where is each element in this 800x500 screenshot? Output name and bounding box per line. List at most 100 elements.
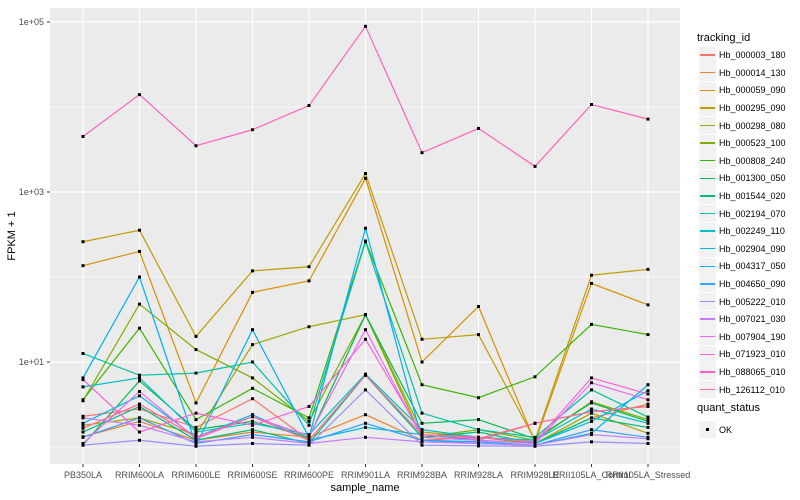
legend-key <box>699 152 716 170</box>
legend-key-line <box>700 54 715 56</box>
data-point-marker <box>420 435 424 439</box>
x-axis-title: sample_name <box>330 482 400 494</box>
legend-item-label: Hb_004317_050 <box>719 261 786 272</box>
x-tick-label: PB350LA <box>64 470 102 480</box>
legend-item: Hb_001300_050 <box>699 169 786 187</box>
data-point-marker <box>138 302 141 306</box>
legend-key <box>699 169 716 187</box>
data-point-marker <box>307 443 311 447</box>
data-point-marker <box>646 333 650 337</box>
data-point-marker <box>477 333 480 337</box>
legend-item: Hb_002904_090 <box>699 240 786 258</box>
data-point-marker <box>420 411 424 415</box>
x-tick-label: RRIM600PE <box>284 470 334 480</box>
data-point-marker <box>251 430 254 434</box>
data-point-marker <box>420 383 424 387</box>
data-point-marker <box>646 389 650 393</box>
legend-item: Hb_000298_080 <box>699 117 786 134</box>
data-point-marker <box>138 402 141 406</box>
data-point-marker <box>194 348 198 352</box>
data-point-marker <box>251 376 254 380</box>
data-point-marker <box>194 144 198 148</box>
legend-item: Hb_000808_240 <box>699 152 786 170</box>
data-point-marker <box>646 431 650 435</box>
legend-item: Hb_002194_070 <box>699 205 786 222</box>
data-point-marker <box>138 407 141 411</box>
data-point-marker <box>194 401 198 405</box>
y-tick-label: 1e+01 <box>19 357 44 367</box>
data-point-marker <box>477 444 480 448</box>
legend-key <box>699 222 716 240</box>
data-point-marker <box>81 416 85 420</box>
legend-item-label: Hb_002249_110 <box>719 226 785 237</box>
data-point-marker <box>364 313 367 317</box>
quant-status-legend-title: quant_status <box>697 402 760 414</box>
data-point-marker <box>251 419 254 423</box>
data-point-marker <box>307 441 311 445</box>
legend-key <box>699 421 716 438</box>
data-point-marker <box>646 421 650 425</box>
data-point-marker <box>251 433 254 437</box>
data-point-marker <box>590 376 593 380</box>
data-point-marker <box>590 381 593 385</box>
legend-item-label: Hb_002904_090 <box>719 243 786 254</box>
data-point-marker <box>590 410 593 414</box>
legend-key <box>699 99 716 117</box>
data-point-marker <box>194 440 198 444</box>
legend-item-label: OK <box>719 424 733 435</box>
data-point-marker <box>251 428 254 432</box>
legend-key-line <box>700 71 715 74</box>
data-point-marker <box>364 226 367 230</box>
legend-item: Hb_001544_020 <box>699 187 786 205</box>
legend-item: Hb_000295_090 <box>699 99 786 117</box>
legend-key-line <box>700 353 715 356</box>
data-point-marker <box>138 394 141 398</box>
x-tick-label: RRIM928BA <box>397 470 447 480</box>
data-point-marker <box>590 416 593 420</box>
legend: tracking_id Hb_000003_180 Hb_000014_130 Hb… <box>689 0 800 500</box>
data-point-marker <box>81 435 85 439</box>
data-point-marker <box>81 376 85 380</box>
data-point-marker <box>194 444 198 448</box>
data-point-marker <box>364 425 367 429</box>
data-point-marker <box>307 438 311 442</box>
x-tick-label: RRIM600LE <box>171 470 220 480</box>
legend-item-label: Hb_004650_090 <box>719 278 786 289</box>
x-tick-label: RRII105LA_Control <box>552 470 630 480</box>
legend-item: Hb_000003_180 <box>699 46 786 64</box>
data-point-marker <box>251 415 254 419</box>
legend-item: Hb_004317_050 <box>699 257 786 275</box>
data-point-marker <box>251 290 254 294</box>
data-point-marker <box>81 134 85 138</box>
data-point-marker <box>251 343 254 347</box>
data-point-marker <box>646 441 650 445</box>
data-point-marker <box>194 334 198 338</box>
legend-item: Hb_088065_010 <box>699 363 786 381</box>
legend-key <box>699 345 716 363</box>
legend-item-label: Hb_126112_010 <box>719 384 785 395</box>
x-tick-label: RRIM928LE <box>510 470 559 480</box>
data-point-marker <box>138 373 141 377</box>
data-point-marker <box>646 404 650 408</box>
data-point-marker <box>364 172 367 176</box>
data-point-marker <box>420 337 424 341</box>
data-point-marker <box>477 438 480 442</box>
data-point-marker <box>138 228 141 232</box>
data-point-marker <box>646 415 650 419</box>
legend-key <box>699 310 716 328</box>
legend-item-label: Hb_000808_240 <box>719 155 786 166</box>
y-axis-title: FPKM + 1 <box>6 211 18 261</box>
data-point-marker <box>81 414 85 418</box>
legend-item-label: Hb_088065_010 <box>719 366 786 377</box>
legend-item-label: Hb_001300_050 <box>719 173 786 184</box>
legend-key-line <box>700 177 715 180</box>
data-point-marker <box>590 388 593 392</box>
data-point-marker <box>646 392 650 396</box>
data-point-marker <box>420 428 424 432</box>
x-tick-label: RRII105LA_Stressed <box>606 470 691 480</box>
data-point-marker <box>364 388 367 392</box>
data-point-marker <box>307 325 311 329</box>
data-point-marker <box>194 441 198 445</box>
data-point-marker <box>364 337 367 341</box>
